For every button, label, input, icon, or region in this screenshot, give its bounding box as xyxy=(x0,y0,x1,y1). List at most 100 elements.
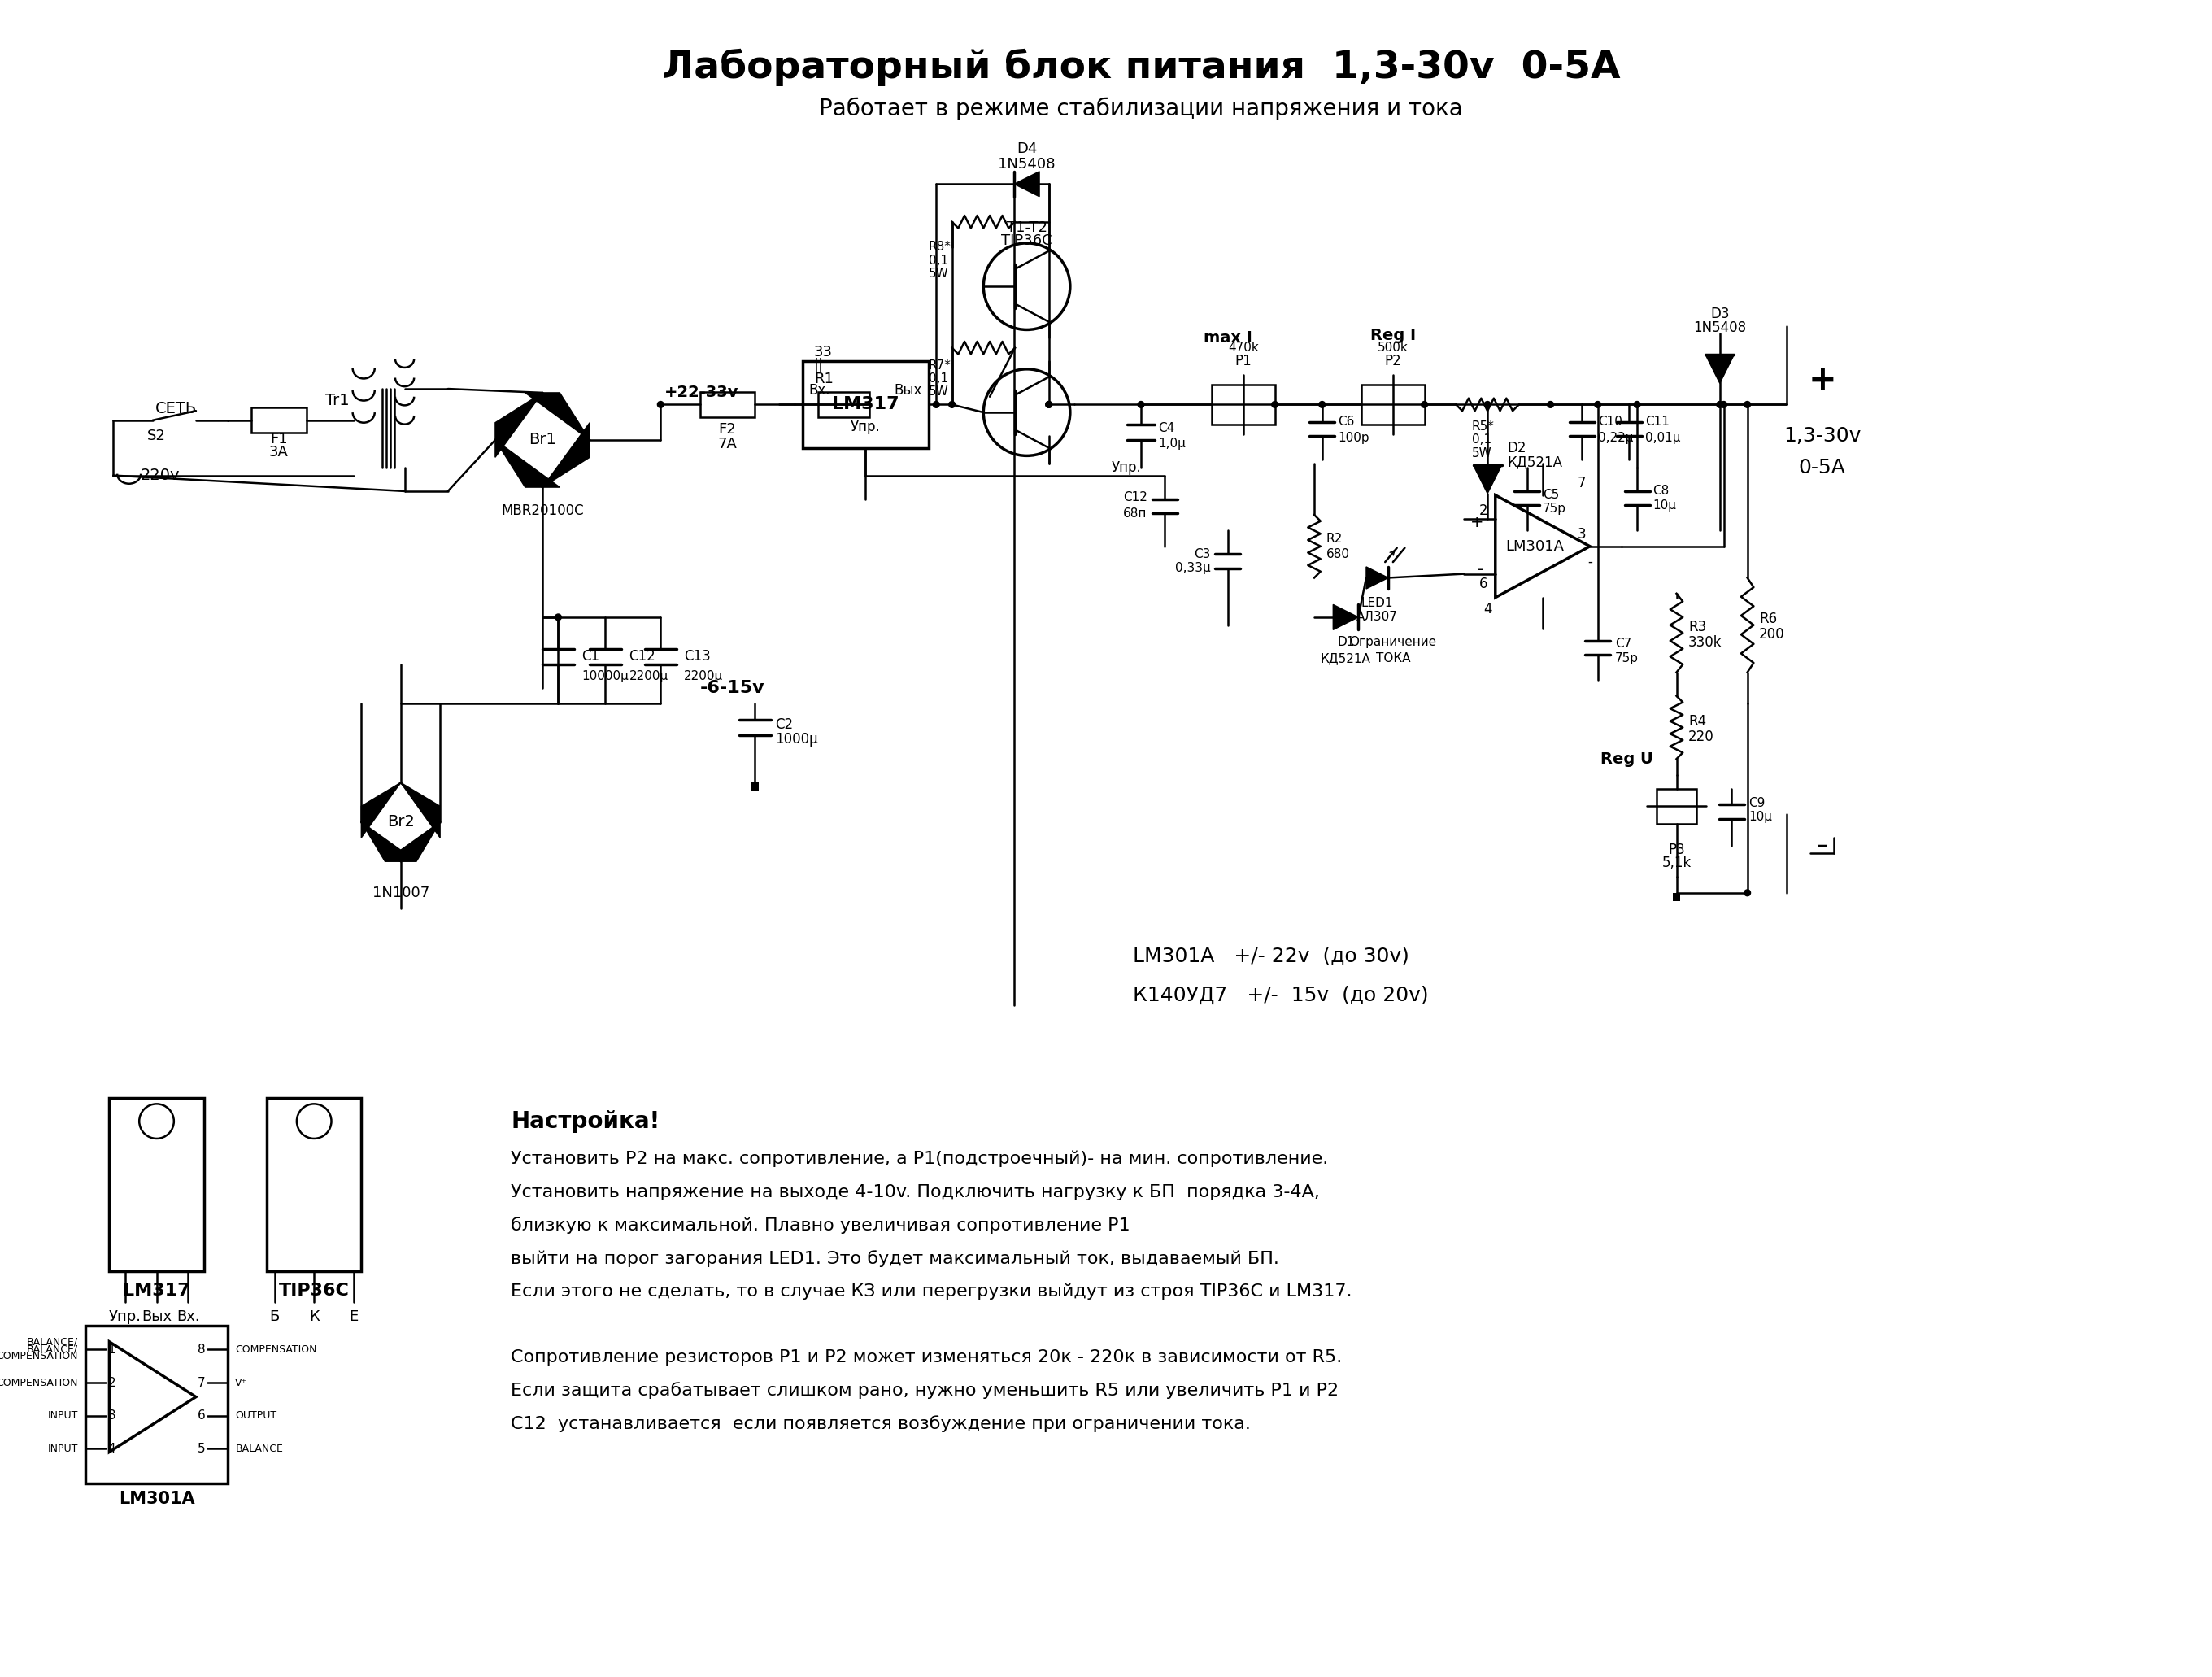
Text: C10: C10 xyxy=(1597,416,1621,428)
Text: Настройка!: Настройка! xyxy=(511,1110,659,1132)
Text: INPUT: INPUT xyxy=(46,1410,77,1420)
Text: R3: R3 xyxy=(1688,619,1705,634)
Text: 680: 680 xyxy=(1325,548,1349,560)
Text: INPUT: INPUT xyxy=(46,1444,77,1454)
Polygon shape xyxy=(495,392,542,458)
Bar xyxy=(268,1098,361,1271)
Circle shape xyxy=(1272,401,1279,408)
Text: C13: C13 xyxy=(684,649,710,664)
Text: Вых: Вых xyxy=(894,382,922,397)
Text: -6-15v: -6-15v xyxy=(699,679,765,696)
Text: LM301A: LM301A xyxy=(1506,538,1564,553)
Text: 1N5408: 1N5408 xyxy=(1694,320,1745,335)
Polygon shape xyxy=(400,783,440,838)
Circle shape xyxy=(657,401,664,408)
Bar xyxy=(803,361,929,448)
Polygon shape xyxy=(361,822,416,862)
Text: 3A: 3A xyxy=(270,444,288,459)
Text: R2: R2 xyxy=(1325,532,1343,545)
Text: 0,1: 0,1 xyxy=(929,255,949,267)
Text: 470k: 470k xyxy=(1228,342,1259,354)
Text: 1,3-30v: 1,3-30v xyxy=(1783,426,1860,446)
Text: Сопротивление резисторов Р1 и Р2 может изменяться 20к - 220к в зависимости от R5: Сопротивление резисторов Р1 и Р2 может и… xyxy=(511,1350,1343,1365)
Text: Е: Е xyxy=(349,1310,358,1323)
Text: LM317: LM317 xyxy=(832,396,898,413)
Text: К: К xyxy=(310,1310,319,1323)
Text: Установить напряжение на выходе 4-10v. Подключить нагрузку к БП  порядка 3-4А,: Установить напряжение на выходе 4-10v. П… xyxy=(511,1184,1321,1201)
Text: 220: 220 xyxy=(1688,729,1714,745)
Text: P2: P2 xyxy=(1385,354,1402,369)
Text: BALANCE/: BALANCE/ xyxy=(27,1337,77,1347)
Text: близкую к максимальной. Плавно увеличивая сопротивление Р1: близкую к максимальной. Плавно увеличива… xyxy=(511,1218,1130,1234)
Text: C5: C5 xyxy=(1542,490,1559,501)
Text: D1: D1 xyxy=(1336,636,1354,649)
Text: R6: R6 xyxy=(1759,612,1776,626)
Text: R1: R1 xyxy=(814,372,834,387)
Text: 0-5A: 0-5A xyxy=(1798,458,1845,478)
Text: АЛ307: АЛ307 xyxy=(1356,610,1398,624)
Text: 0,01µ: 0,01µ xyxy=(1646,431,1681,444)
Text: 200: 200 xyxy=(1759,627,1785,642)
Text: 7: 7 xyxy=(197,1377,206,1389)
Text: Б: Б xyxy=(270,1310,279,1323)
Circle shape xyxy=(1046,401,1053,408)
Polygon shape xyxy=(542,423,591,488)
Text: Вх.: Вх. xyxy=(177,1310,199,1323)
Text: C9: C9 xyxy=(1750,797,1765,810)
Text: С12  устанавливается  если появляется возбуждение при ограничении тока.: С12 устанавливается если появляется возб… xyxy=(511,1415,1252,1432)
Text: Работает в режиме стабилизации напряжения и тока: Работает в режиме стабилизации напряжени… xyxy=(818,97,1462,121)
Text: 4: 4 xyxy=(1484,602,1491,617)
Text: TIP36C: TIP36C xyxy=(279,1283,349,1298)
Text: 5W: 5W xyxy=(929,386,949,397)
Text: C6: C6 xyxy=(1338,416,1354,428)
Text: выйти на порог загорания LED1. Это будет максимальный ток, выдаваемый БП.: выйти на порог загорания LED1. Это будет… xyxy=(511,1249,1279,1266)
Text: LM301A: LM301A xyxy=(119,1491,195,1508)
Text: LM317: LM317 xyxy=(124,1283,190,1298)
Text: СЕТЬ: СЕТЬ xyxy=(155,401,197,416)
Text: Br2: Br2 xyxy=(387,815,414,830)
Circle shape xyxy=(1548,401,1553,408)
Text: COMPENSATION: COMPENSATION xyxy=(234,1345,316,1355)
Text: -: - xyxy=(1478,562,1484,577)
Text: +: + xyxy=(1807,364,1836,397)
Text: 0,22µ: 0,22µ xyxy=(1597,431,1632,444)
Circle shape xyxy=(1422,401,1427,408)
Text: 10µ: 10µ xyxy=(1750,812,1772,823)
Text: +: + xyxy=(1471,515,1484,530)
Text: F1: F1 xyxy=(270,433,288,446)
Text: 10µ: 10µ xyxy=(1652,500,1677,511)
Polygon shape xyxy=(524,392,591,439)
Text: Если защита срабатывает слишком рано, нужно уменьшить R5 или увеличить Р1 и Р2: Если защита срабатывает слишком рано, ну… xyxy=(511,1382,1338,1399)
Text: 3: 3 xyxy=(108,1410,115,1422)
Text: 3: 3 xyxy=(1577,527,1586,542)
Text: 5W: 5W xyxy=(929,268,949,280)
Circle shape xyxy=(1046,401,1053,408)
Bar xyxy=(86,1327,228,1484)
Circle shape xyxy=(555,614,562,620)
Text: Установить Р2 на макс. сопротивление, а Р1(подстроечный)- на мин. сопротивление.: Установить Р2 на макс. сопротивление, а … xyxy=(511,1150,1329,1167)
Text: 75р: 75р xyxy=(1615,652,1639,664)
Text: 5: 5 xyxy=(197,1442,206,1456)
Text: C3: C3 xyxy=(1194,548,1210,560)
Bar xyxy=(1672,892,1681,901)
Bar xyxy=(252,408,305,433)
Text: S2: S2 xyxy=(148,429,166,443)
Polygon shape xyxy=(1367,567,1389,589)
Text: Reg I: Reg I xyxy=(1369,327,1416,344)
Text: C7: C7 xyxy=(1615,637,1632,651)
Text: 7A: 7A xyxy=(719,436,737,451)
Circle shape xyxy=(1595,401,1601,408)
Text: 220v: 220v xyxy=(142,468,179,483)
Text: 68п: 68п xyxy=(1124,506,1148,520)
Bar xyxy=(1360,384,1425,424)
Text: Tr1: Tr1 xyxy=(325,392,349,408)
Text: 6: 6 xyxy=(1480,577,1489,592)
Text: 33: 33 xyxy=(814,344,834,359)
Text: BALANCE/: BALANCE/ xyxy=(27,1345,77,1355)
Text: 4: 4 xyxy=(108,1442,115,1456)
Text: Ограничение: Ограничение xyxy=(1349,636,1436,649)
Text: Лабораторный блок питания  1,3-30v  0-5А: Лабораторный блок питания 1,3-30v 0-5А xyxy=(661,49,1619,86)
Text: 2: 2 xyxy=(1480,503,1489,518)
Text: 0,33µ: 0,33µ xyxy=(1175,562,1210,575)
Text: 1: 1 xyxy=(108,1343,115,1355)
